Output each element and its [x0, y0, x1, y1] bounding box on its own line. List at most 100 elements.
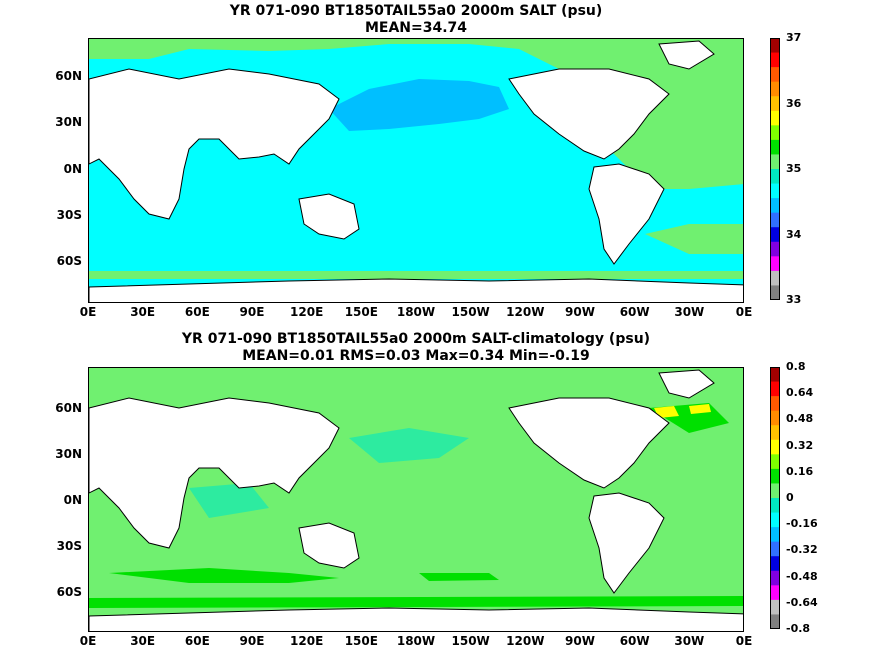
panel-2-lon-label: 60E — [184, 634, 210, 648]
panel-2-colorbar-label: 0.64 — [786, 386, 814, 400]
colorbar-segment — [770, 381, 780, 397]
colorbar-segment — [770, 556, 780, 572]
panel-2-colorbar-label: -0.32 — [786, 543, 818, 557]
panel-2-colorbar-svg — [770, 367, 780, 629]
panel-2-lat-label: 60S — [56, 585, 82, 599]
colorbar-segment — [770, 139, 780, 155]
panel-1-lat-label: 30N — [55, 115, 82, 129]
panel-1-lon-label: 90E — [239, 305, 265, 319]
colorbar-segment — [770, 541, 780, 557]
colorbar-segment — [770, 52, 780, 68]
high-salinity-band — [645, 224, 743, 254]
panel-1-lon-label: 120W — [506, 305, 545, 319]
south-america — [588, 163, 665, 265]
australia — [298, 193, 360, 240]
panel-1-map — [88, 38, 744, 303]
greenland — [658, 40, 715, 70]
panel-2-lon-label: 90E — [239, 634, 265, 648]
colorbar-segment — [770, 570, 780, 586]
panel-1-colorbar-label: 34 — [786, 227, 802, 241]
panel-2-colorbar-label: -0.64 — [786, 595, 818, 609]
panel-1-lon-label: 30E — [130, 305, 156, 319]
near-zero-region — [349, 428, 469, 463]
eurasia-africa — [89, 397, 340, 549]
panel-2-colorbar-label: 0.8 — [786, 360, 806, 373]
panel-1-map-svg — [89, 39, 743, 302]
panel-1-lat-label: 60S — [56, 254, 82, 268]
colorbar-segment — [770, 527, 780, 543]
panel-2-colorbar-label: -0.8 — [786, 622, 811, 635]
colorbar-segment — [770, 169, 780, 185]
colorbar-segment — [770, 96, 780, 112]
colorbar-segment — [770, 270, 780, 286]
colorbar-segment — [770, 81, 780, 97]
panel-2-colorbar-label: -0.48 — [786, 569, 818, 583]
panel-1-lon-label: 0E — [79, 305, 97, 319]
panel-2-lon-label: 90W — [565, 634, 595, 648]
panel-2-colorbar — [770, 367, 780, 629]
panel-2-colorbar-label: 0.16 — [786, 464, 814, 478]
panel-2-lon-label: 0E — [79, 634, 97, 648]
north-america — [508, 68, 670, 160]
colorbar-segment — [770, 125, 780, 141]
panel-1-lon-label: 30W — [674, 305, 705, 319]
panel-1-colorbar-svg — [770, 38, 780, 300]
panel-2-lon-label: 120E — [290, 634, 324, 648]
panel-2-title-line-2: MEAN=0.01 RMS=0.03 Max=0.34 Min=-0.19 — [242, 348, 590, 364]
colorbar-segment — [770, 38, 780, 54]
greenland — [658, 369, 715, 399]
southern-strip — [89, 271, 743, 279]
panel-2-lon-label: 0E — [735, 634, 753, 648]
panel-2-lon-label: 150W — [451, 634, 490, 648]
colorbar-segment — [770, 614, 780, 629]
panel-1-colorbar-label: 35 — [786, 162, 802, 175]
colorbar-frame — [770, 367, 780, 629]
colorbar-segment — [770, 425, 780, 441]
colorbar-segment — [770, 67, 780, 83]
panel-1-colorbar-label: 36 — [786, 96, 802, 110]
panel-1-lat-label: 60N — [55, 69, 82, 83]
panel-2-lon-label: 30E — [130, 634, 156, 648]
colorbar-segment — [770, 256, 780, 272]
colorbar-segment — [770, 110, 780, 126]
panel-1-title-line-2: MEAN=34.74 — [364, 20, 468, 36]
high-anomaly-spot — [689, 404, 711, 414]
australia — [298, 522, 360, 569]
colorbar-segment — [770, 396, 780, 412]
panel-1-colorbar-label: 33 — [786, 293, 802, 306]
positive-anomaly-patch — [89, 596, 743, 608]
panel-1-colorbar-label: 37 — [786, 31, 802, 44]
colorbar-segment — [770, 241, 780, 257]
panel-1-lon-label: 90W — [565, 305, 595, 319]
colorbar-segment — [770, 498, 780, 514]
colorbar-segment — [770, 483, 780, 499]
near-zero-region — [189, 483, 269, 518]
colorbar-frame — [770, 38, 780, 300]
panel-2-lat-label: 0N — [63, 493, 82, 507]
antarctica — [89, 607, 743, 631]
panel-2-colorbar-label: 0.48 — [786, 412, 814, 426]
panel-1-lat-label: 0N — [63, 162, 82, 176]
panel-2-lat-label: 30N — [55, 447, 82, 461]
panel-2-lat-label: 30S — [56, 539, 82, 553]
colorbar-segment — [770, 367, 780, 383]
panel-2-colorbar-label: -0.16 — [786, 517, 818, 531]
colorbar-segment — [770, 585, 780, 601]
continents — [89, 369, 743, 631]
panel-2-map — [88, 367, 744, 632]
panel-1-lon-label: 120E — [290, 305, 324, 319]
panel-1-lon-label: 150W — [451, 305, 490, 319]
colorbar-segment — [770, 512, 780, 528]
continents — [89, 40, 743, 302]
panel-2-lon-label: 30W — [674, 634, 705, 648]
panel-2-lat-label: 60N — [55, 401, 82, 415]
panel-1-lon-label: 180W — [396, 305, 436, 319]
eurasia-africa — [89, 68, 340, 220]
low-salinity-region — [329, 79, 509, 131]
panel-1-lon-label: 60W — [619, 305, 650, 319]
panel-1-title-line-1: YR 071-090 BT1850TAIL55a0 2000m SALT (ps… — [229, 3, 603, 19]
colorbar-segment — [770, 454, 780, 470]
north-america — [508, 397, 670, 489]
panel-1-lon-label: 150E — [344, 305, 378, 319]
high-anomaly-spot — [654, 406, 679, 418]
